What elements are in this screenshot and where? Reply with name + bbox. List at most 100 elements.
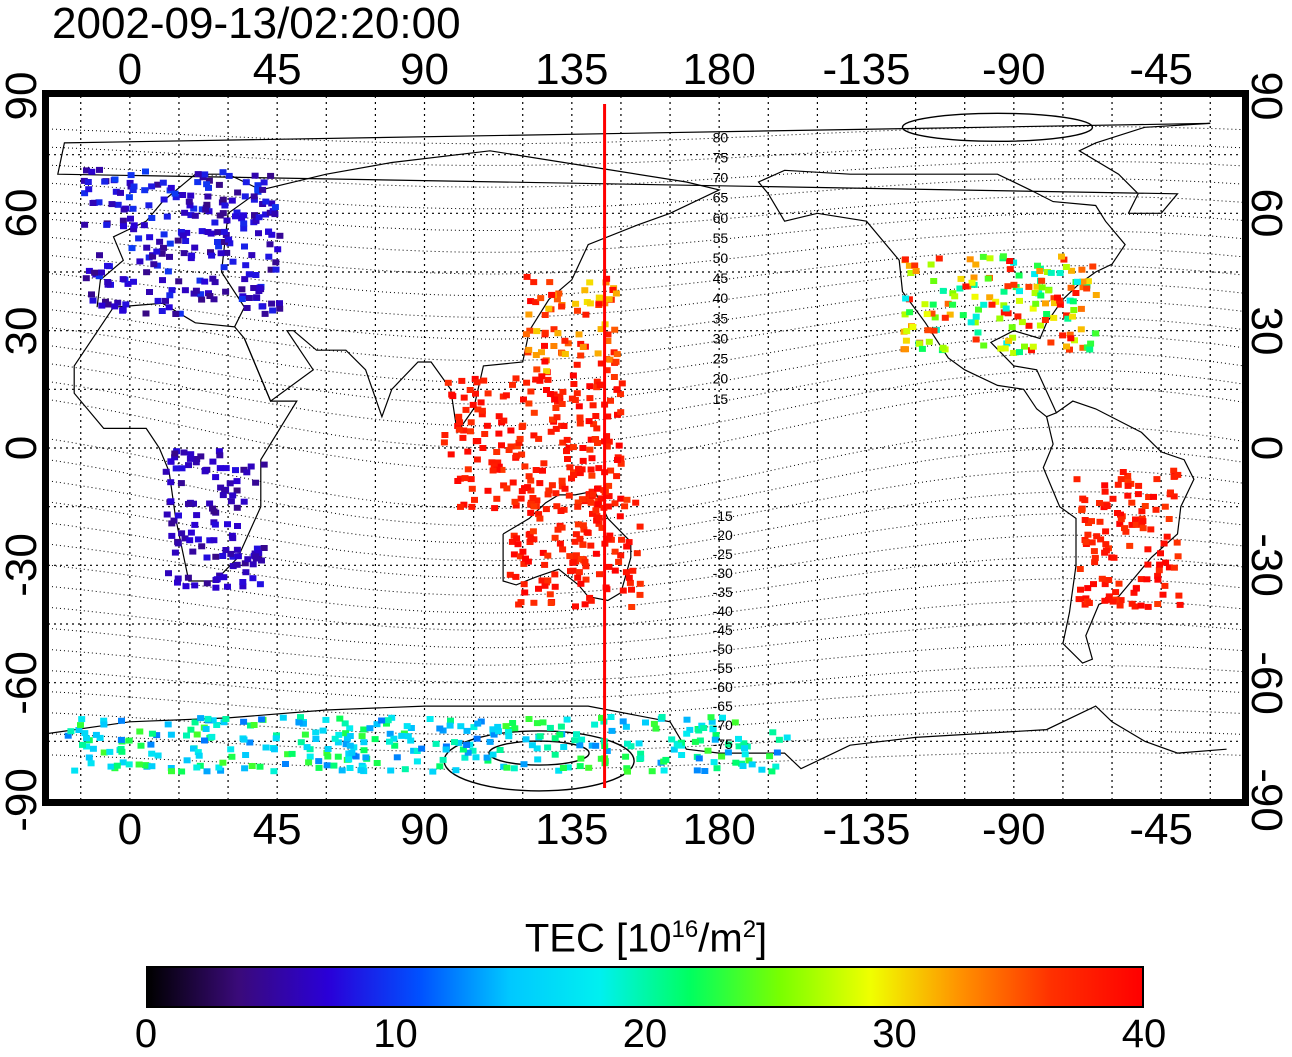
tec-cell-europe	[163, 213, 171, 220]
tec-cell-south-america	[1170, 493, 1178, 500]
tec-cell-europe	[241, 276, 249, 283]
tec-cell-antarctica	[635, 740, 643, 747]
tec-cell-antarctica	[577, 755, 585, 762]
tec-cell-europe	[111, 303, 119, 310]
tec-cell-australia	[572, 603, 579, 610]
tec-cell-antarctica	[246, 739, 254, 746]
tec-cell-southern-africa	[239, 583, 247, 590]
tec-cell-southern-africa	[242, 569, 250, 576]
tec-cell-europe	[190, 205, 198, 212]
tec-cell-antarctica	[525, 716, 533, 722]
tec-cell-north-america	[1005, 337, 1013, 344]
tec-cell-southern-africa	[221, 487, 229, 494]
tec-cell-antarctica	[83, 743, 91, 750]
tec-cell-east-asia	[541, 312, 549, 318]
tec-cell-antarctica	[136, 728, 144, 735]
tec-cell-north-america	[903, 328, 911, 335]
tec-cell-antarctica	[546, 724, 554, 731]
tec-cell-southeast-asia	[552, 490, 560, 497]
tec-cell-north-america	[949, 301, 957, 308]
mlat-contour	[47, 212, 1244, 253]
tec-cell-southeast-asia	[588, 472, 596, 479]
tec-cell-antarctica	[208, 733, 216, 740]
tec-cell-north-america	[1021, 343, 1028, 350]
tec-cell-southeast-asia	[498, 466, 506, 473]
tec-cell-antarctica	[660, 767, 668, 774]
tec-cell-antarctica	[154, 752, 162, 759]
tec-cell-antarctica	[78, 716, 86, 723]
tec-cell-southeast-asia	[547, 428, 555, 435]
lon-tick-bottom: -90	[982, 805, 1046, 854]
tec-cell-antarctica	[191, 719, 199, 726]
tec-cell-europe	[129, 205, 137, 212]
tec-cell-europe	[192, 287, 200, 294]
tec-cell-antarctica	[675, 742, 683, 749]
tec-cell-north-america	[957, 275, 965, 282]
tec-cell-australia	[592, 507, 600, 514]
tec-cell-australia	[559, 546, 567, 553]
tec-cell-southern-africa	[241, 560, 249, 567]
tec-cell-north-america	[1001, 345, 1009, 352]
tec-cell-antarctica	[551, 735, 559, 742]
tec-cell-south-america	[1144, 603, 1152, 610]
tec-cell-australia	[596, 571, 603, 578]
tec-cell-antarctica	[559, 765, 567, 771]
tec-cell-north-america	[972, 313, 980, 320]
tec-cell-southeast-asia	[467, 419, 475, 426]
tec-cell-europe	[220, 228, 228, 235]
tec-cell-antarctica	[360, 726, 368, 733]
tec-cell-antarctica	[619, 718, 627, 725]
tec-cell-southeast-asia	[575, 465, 582, 472]
tec-cell-east-asia	[595, 294, 603, 301]
lon-tick-bottom: -135	[822, 805, 911, 854]
tec-cell-north-america	[928, 310, 936, 317]
tec-cell-south-america	[1084, 531, 1092, 538]
tec-cell-antarctica	[334, 739, 342, 746]
tec-cell-australia	[516, 553, 524, 560]
tec-cell-north-america	[997, 345, 1005, 352]
tec-cell-europe	[117, 189, 124, 196]
tec-cell-antarctica	[520, 761, 528, 768]
tec-cell-europe	[104, 262, 111, 269]
tec-cell-southeast-asia	[575, 403, 583, 410]
tec-cell-antarctica	[403, 723, 411, 730]
tec-cell-antarctica	[303, 744, 311, 751]
tec-cell-australia	[551, 583, 559, 590]
tec-cell-europe	[265, 253, 273, 260]
tec-cell-north-america	[1054, 294, 1061, 301]
tec-cell-antarctica	[193, 764, 201, 771]
tec-cell-europe	[83, 167, 90, 174]
mlat-label-south: -45	[713, 622, 733, 638]
tec-cell-southern-africa	[174, 579, 181, 586]
tec-cell-australia	[587, 597, 595, 604]
tec-cell-antarctica	[668, 736, 676, 743]
tec-cell-antarctica	[71, 767, 79, 774]
tec-cell-southeast-asia	[543, 387, 550, 393]
tec-cell-east-asia	[548, 291, 556, 298]
tec-cell-south-america	[1101, 597, 1109, 604]
tec-cell-antarctica	[407, 737, 415, 744]
tec-cell-southeast-asia	[473, 379, 481, 386]
tec-cell-southeast-asia	[509, 479, 517, 486]
tec-cell-southeast-asia	[553, 414, 561, 421]
tec-cell-southeast-asia	[560, 423, 568, 429]
tec-cell-antarctica	[242, 752, 250, 758]
tec-cell-southern-africa	[260, 545, 268, 551]
tec-cell-southeast-asia	[459, 434, 467, 441]
tec-cell-southeast-asia	[464, 448, 472, 455]
tec-cell-antarctica	[194, 749, 202, 756]
tec-cell-southern-africa	[168, 520, 176, 527]
tec-cell-europe	[267, 172, 275, 179]
tec-cell-europe	[150, 261, 158, 268]
tec-cell-south-america	[1096, 518, 1104, 525]
tec-cell-south-america	[1150, 493, 1157, 500]
mlat-label-south: -65	[713, 698, 733, 714]
colorbar-tick-label: 20	[622, 1012, 668, 1056]
tec-cell-southeast-asia	[524, 484, 532, 491]
tec-cell-antarctica	[700, 725, 708, 731]
tec-cell-europe	[91, 269, 99, 276]
tec-cell-east-asia	[604, 338, 612, 344]
tec-cell-southern-africa	[224, 521, 231, 528]
tec-cell-australia	[592, 550, 600, 557]
tec-cell-antarctica	[345, 756, 353, 763]
